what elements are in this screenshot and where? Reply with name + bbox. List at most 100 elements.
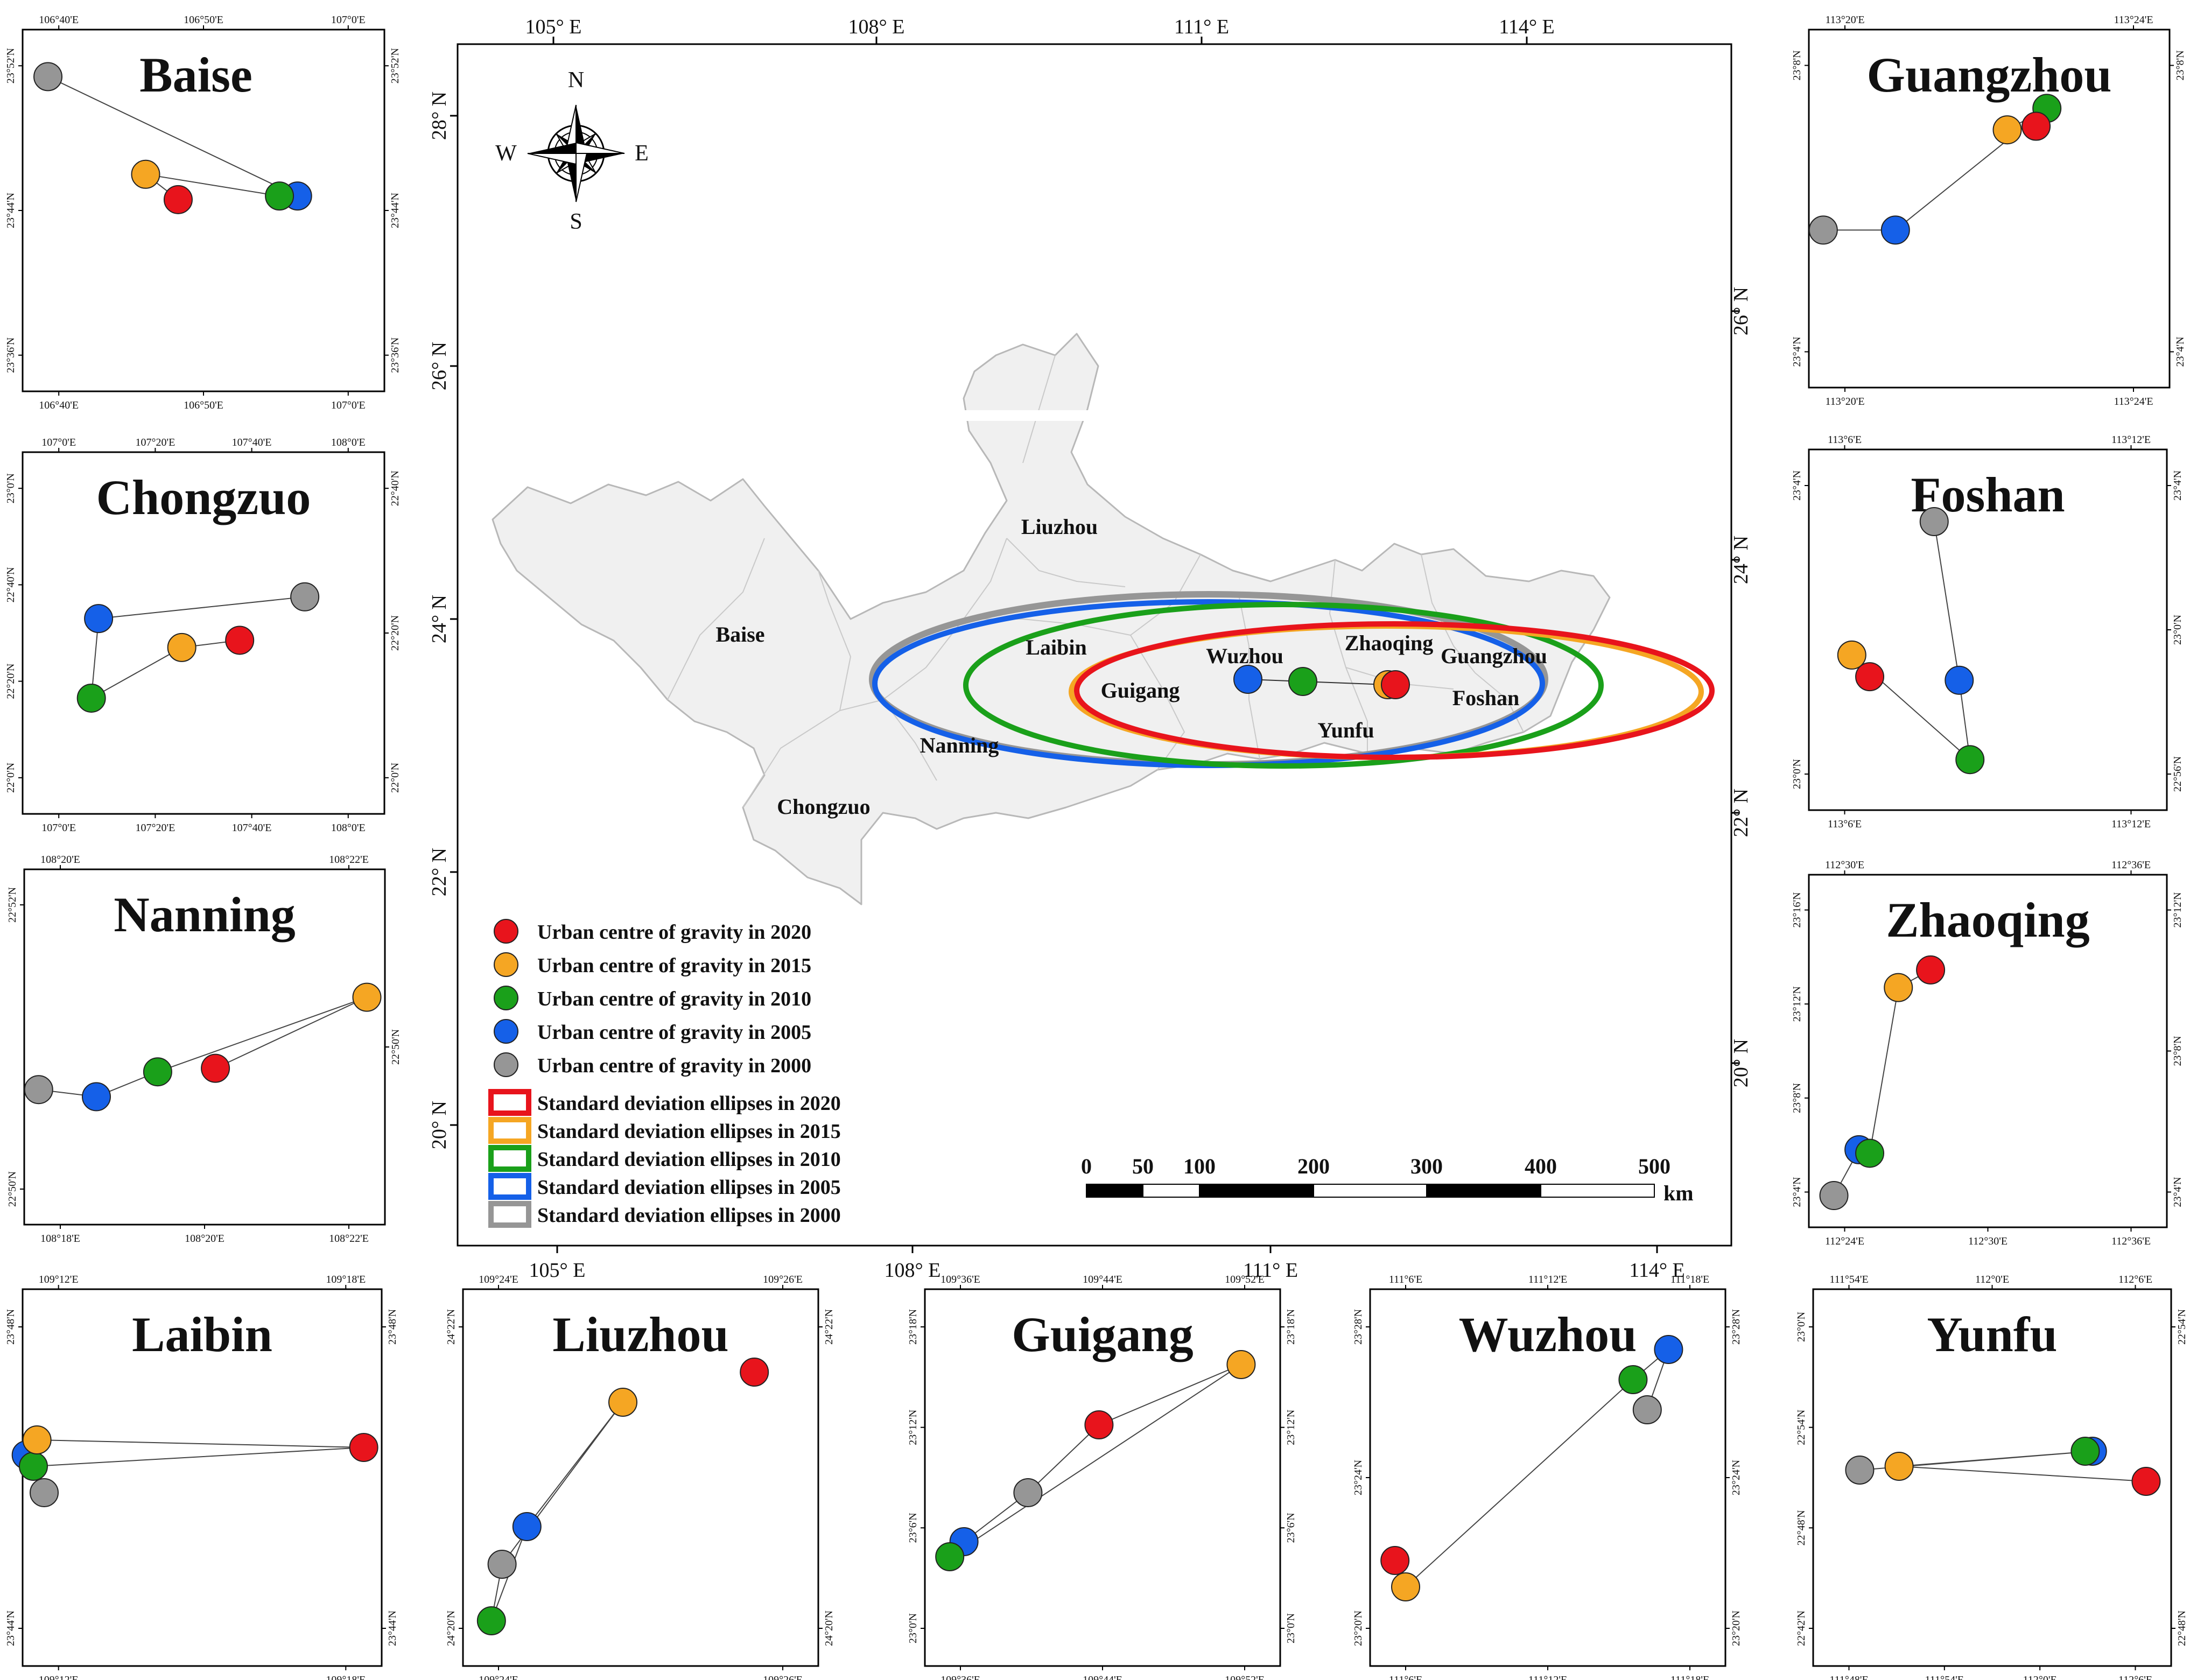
compass-e: E [635,141,649,166]
city-label: Yunfu [1317,718,1374,742]
panel-chongzuo: Chongzuo 107°0'E 107°20'E 107°40'E 108°0'E 10… [5,437,401,834]
tick-label: 112°0'E [1975,1274,2009,1285]
tick-label: 113°24'E [2114,396,2153,407]
tick-label: 108°22'E [329,1233,369,1245]
legend-swatch-box [488,1201,531,1228]
lon-tick-bottom: 111° E [1243,1259,1298,1282]
tick-label: 106°50'E [184,399,223,411]
tick-label: 22°54'N [2176,1309,2188,1345]
centroid-2020 [1916,955,1946,985]
legend-label: Urban centre of gravity in 2005 [537,1021,811,1044]
tick-label: 108°0'E [331,437,366,448]
centroid-2005 [1233,665,1262,694]
panel-guigang: Guigang 109°36'E 109°44'E 109°52'E 109°36'E 1… [907,1274,1297,1680]
tick-label: 23°8'N [2174,50,2186,80]
centroid-2000 [24,1075,53,1105]
centroid-2010 [935,1542,965,1571]
panel-liuzhou: Liuzhou 109°24'E 109°26'E 109°24'E 109°26'E 2… [445,1274,835,1680]
panel-title: Yunfu [1927,1307,2057,1362]
centroid-2010 [265,181,294,211]
tick-label: 22°54'N [1795,1410,1807,1445]
panel-title: Guigang [1012,1307,1193,1362]
tick-label: 109°18'E [326,1674,366,1680]
lat-tick-right: 26° N [1730,287,1752,335]
tick-label: 22°50'N [390,1029,402,1065]
legend-swatch-box [488,1089,531,1116]
lat-tick-left: 20° N [428,1101,451,1149]
centroid-2010 [1618,1365,1648,1394]
tick-label: 109°24'E [479,1274,518,1285]
legend-label: Urban centre of gravity in 2010 [537,988,811,1010]
tick-label: 22°40'N [5,567,17,602]
tick-label: 113°12'E [2111,434,2151,446]
tick-label: 23°36'N [5,338,17,373]
county-boundary [1006,538,1126,587]
scale-tick: 400 [1525,1154,1557,1178]
tick-label: 23°28'N [1352,1309,1364,1345]
tick-label: 23°4'N [1791,336,1803,367]
centroid-2005 [512,1512,542,1541]
tick-label: 109°44'E [1083,1274,1122,1285]
tick-label: 23°6'N [907,1513,919,1543]
tick-label: 23°44'N [389,193,401,228]
county-boundary [1130,635,1185,770]
lat-tick-left: 26° N [428,342,451,390]
tick-label: 111°18'E [1670,1674,1709,1680]
tick-label: 109°26'E [763,1274,803,1285]
city-label: Chongzuo [777,795,870,819]
tick-label: 22°50'N [6,1171,18,1207]
scale-tick: 500 [1638,1154,1670,1178]
centroid-2015 [22,1425,52,1454]
centroid-2010 [2070,1437,2100,1466]
tick-label: 22°0'N [5,763,17,793]
tick-label: 107°0'E [41,822,76,834]
tick-label: 109°26'E [763,1674,803,1680]
compass-s: S [570,209,582,234]
tick-label: 23°0'N [2172,615,2184,645]
tick-label: 23°44'N [5,1611,17,1646]
legend-label: Standard deviation ellipses in 2005 [537,1176,841,1199]
tick-label: 112°6'E [2118,1674,2152,1680]
centroid-2010 [76,683,106,713]
city-label: Nanning [920,733,999,757]
tick-label: 23°44'N [5,193,17,228]
legend-swatch-dot [494,986,518,1010]
centroid-2010 [19,1452,48,1481]
tick-label: 22°48'N [1795,1510,1807,1545]
trajectory-line [1859,1451,2146,1482]
tick-label: 107°20'E [135,437,175,448]
tick-label: 24°20'N [823,1611,835,1646]
tick-label: 24°20'N [445,1611,457,1646]
centroid-2005 [1945,665,1974,695]
centroid-2020 [2021,111,2051,141]
tick-label: 23°12'N [1285,1410,1297,1445]
centroid-2020 [740,1358,769,1387]
tick-label: 23°6'N [1285,1513,1297,1543]
tick-label: 23°4'N [1791,1177,1803,1207]
tick-label: 23°0'N [1795,1312,1807,1342]
tick-label: 24°22'N [823,1309,835,1345]
tick-label: 23°18'N [907,1309,919,1345]
tick-label: 112°24'E [1825,1235,1864,1247]
tick-label: 109°52'E [1225,1674,1265,1680]
tick-label: 23°4'N [2172,1177,2184,1207]
centroid-2005 [82,1082,111,1112]
centroid-2005 [1654,1335,1683,1364]
tick-label: 112°36'E [2111,1235,2151,1247]
main-map: 105° E 108° E 111° E 114° E 105° E 108° E 111°… [428,16,1752,1282]
compass-rose-icon: N S E W [495,68,649,234]
legend-label: Urban centre of gravity in 2000 [537,1055,811,1077]
panel-frame [1808,874,2168,1228]
tick-label: 111°54'E [1925,1674,1964,1680]
centroid-2020 [163,185,193,214]
panel-title: Liuzhou [552,1307,728,1362]
tick-label: 108°20'E [185,1233,224,1245]
tick-label: 23°8'N [1791,1083,1803,1113]
city-label: Guangzhou [1441,644,1547,668]
tick-label: 23°4'N [2172,470,2184,501]
tick-label: 109°12'E [39,1274,79,1285]
legend-label: Standard deviation ellipses in 2010 [537,1148,841,1171]
legend-swatch-box [488,1173,531,1200]
tick-label: 109°36'E [940,1674,980,1680]
